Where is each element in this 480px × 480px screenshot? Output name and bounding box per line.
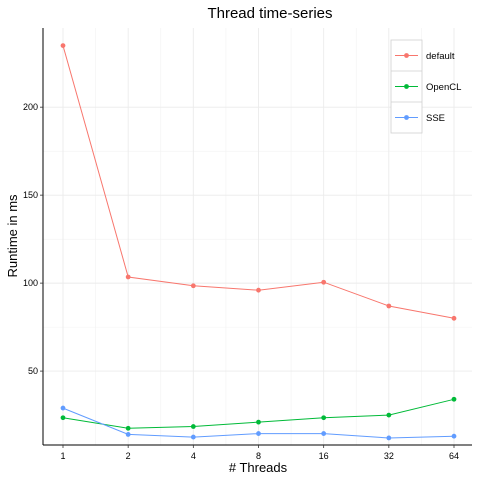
legend-label-opencl: OpenCL xyxy=(426,82,461,93)
data-point-sse xyxy=(190,434,196,440)
x-tick-label: 16 xyxy=(319,451,329,461)
y-tick-label: 200 xyxy=(23,102,38,112)
legend-label-sse: SSE xyxy=(426,113,445,124)
data-point-sse xyxy=(125,432,131,437)
chart-title: Thread time-series xyxy=(207,5,332,22)
x-tick-label: 4 xyxy=(191,451,196,461)
data-point-sse xyxy=(386,435,392,441)
y-axis-title: Runtime in ms xyxy=(5,194,20,278)
data-point-sse xyxy=(256,431,261,436)
legend-label-default: default xyxy=(426,51,455,62)
x-axis-ticks: 1 2 4 8 16 32 64 xyxy=(60,445,459,461)
y-tick-label: 150 xyxy=(23,190,38,200)
data-point-default xyxy=(125,274,131,280)
x-tick-label: 64 xyxy=(449,451,459,461)
legend-key-point-sse xyxy=(404,115,409,120)
data-point-sse xyxy=(60,405,66,411)
x-tick-label: 2 xyxy=(126,451,131,461)
data-point-default xyxy=(190,283,196,289)
legend: default OpenCL SSE xyxy=(390,39,461,134)
legend-key-point-opencl xyxy=(404,84,409,89)
data-point-opencl xyxy=(60,415,66,421)
data-point-opencl xyxy=(256,419,261,425)
x-tick-label: 8 xyxy=(256,451,261,461)
data-point-default xyxy=(386,303,392,309)
data-point-default xyxy=(60,43,66,48)
y-axis-ticks: 50 100 150 200 xyxy=(23,102,43,376)
data-point-default xyxy=(256,287,261,293)
data-point-opencl xyxy=(386,412,392,418)
data-point-opencl xyxy=(321,415,327,421)
legend-key-point-default xyxy=(404,53,409,58)
data-point-opencl xyxy=(190,424,196,429)
data-point-opencl xyxy=(125,425,131,431)
data-point-default xyxy=(451,315,457,321)
data-point-sse xyxy=(321,431,327,436)
series-group xyxy=(60,43,457,441)
axes xyxy=(42,28,472,446)
data-point-default xyxy=(321,279,327,285)
x-tick-label: 1 xyxy=(60,451,65,461)
x-axis-title: # Threads xyxy=(229,460,288,475)
y-tick-label: 50 xyxy=(28,366,38,376)
x-tick-label: 32 xyxy=(384,451,394,461)
y-tick-label: 100 xyxy=(23,278,38,288)
data-point-sse xyxy=(451,433,457,439)
data-point-opencl xyxy=(451,396,457,402)
